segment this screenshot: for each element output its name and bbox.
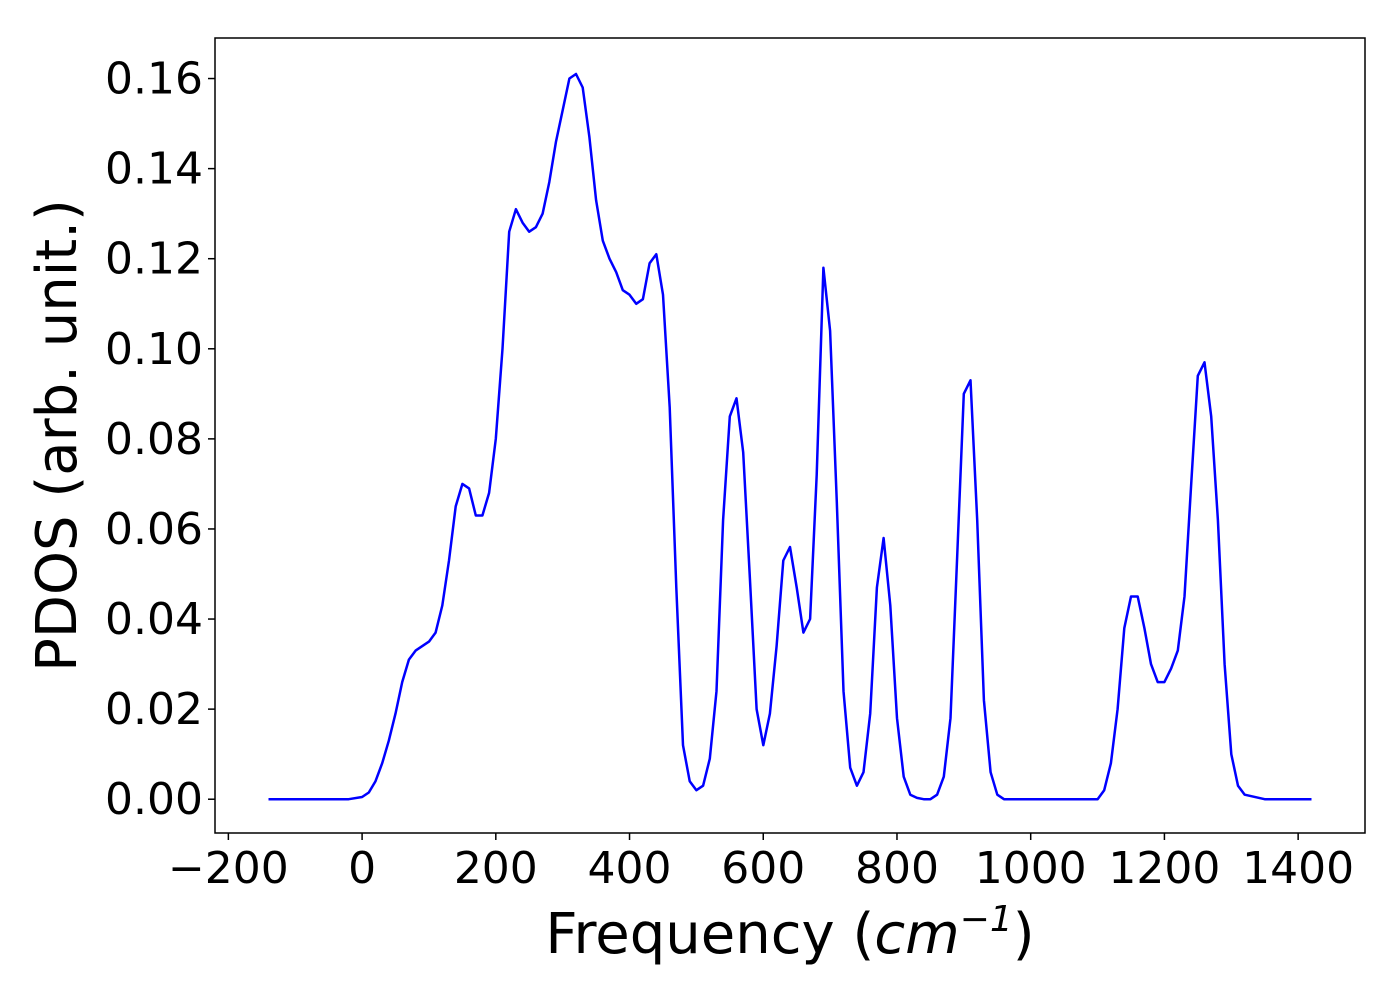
y-tick-label: 0.10 (105, 324, 203, 375)
x-tick-label: 1000 (975, 843, 1087, 894)
x-tick-label: 0 (348, 843, 376, 894)
x-tick-label: 600 (721, 843, 805, 894)
y-tick-label: 0.14 (105, 144, 203, 195)
y-tick-label: 0.08 (105, 414, 203, 465)
x-tick-label: 400 (588, 843, 672, 894)
plot-layer (268, 72, 1312, 801)
x-tick-label: −200 (168, 843, 289, 894)
x-axis-label: Frequency (cm−1) (545, 899, 1034, 967)
x-tick-label: 1200 (1108, 843, 1220, 894)
y-tick-label: 0.04 (105, 594, 203, 645)
x-tick-label: 800 (855, 843, 939, 894)
x-axis-ticks: −200 0 200 400 600 800 1000 1200 1400 (168, 833, 1354, 894)
y-axis-label: PDOS (arb. unit.) (25, 199, 90, 672)
plot-frame (214, 37, 1366, 834)
y-axis-ticks: 0.00 0.02 0.04 0.06 0.08 0.10 0.12 0.14 0.16 (105, 54, 215, 825)
series-line-0 (268, 72, 1312, 801)
y-tick-label: 0.02 (105, 684, 203, 735)
y-tick-label: 0.16 (105, 54, 203, 105)
y-tick-label: 0.12 (105, 234, 203, 285)
y-tick-label: 0.00 (105, 774, 203, 825)
x-tick-label: 200 (454, 843, 538, 894)
y-tick-label: 0.06 (105, 504, 203, 555)
x-tick-label: 1400 (1242, 843, 1354, 894)
